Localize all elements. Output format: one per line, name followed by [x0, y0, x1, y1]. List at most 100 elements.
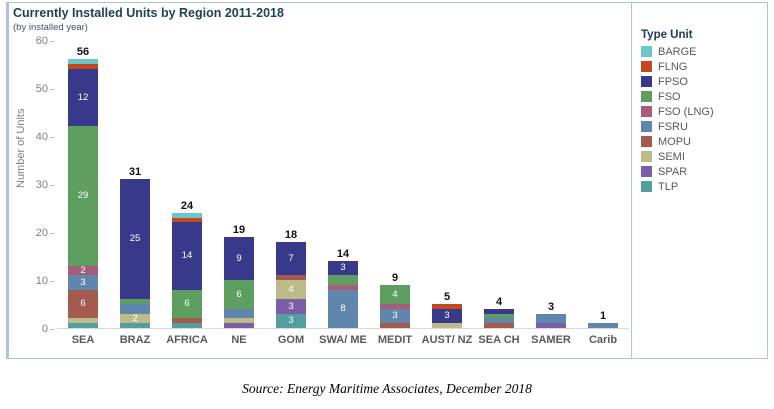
- legend-item-flng: FLNG: [641, 59, 766, 74]
- legend-item-barge: BARGE: [641, 44, 766, 59]
- bar-segment-fso-lng-: 2: [68, 265, 98, 276]
- bar-segment-fpso: 12: [68, 68, 98, 127]
- legend: Type Unit BARGE FLNG FPSO FSO FSO (LNG) FSRU M…: [641, 29, 766, 194]
- bar-segment-fsru: 3: [68, 275, 98, 290]
- y-axis-title: Number of Units: [15, 108, 27, 188]
- legend-title: Type Unit: [641, 29, 693, 41]
- x-category-label: AFRICA: [166, 334, 208, 346]
- bar-segment-flng: [172, 217, 202, 223]
- bar-segment-fso: [484, 313, 514, 319]
- bar-segment-flng: [432, 304, 462, 309]
- segment-value-label: 7: [288, 252, 294, 264]
- bar-segment-fso-lng-: [328, 284, 358, 290]
- legend-label: SPAR: [658, 165, 688, 178]
- plot-area: 56 6 3 2 29 12 31 2 25 24 6 14 19 6 9 18 3 3 4 7 14 8 3 9 3 4 5 3 4 3…: [36, 35, 629, 335]
- bar-segment-fso: 6: [224, 280, 254, 309]
- legend-swatch-icon: [641, 61, 652, 72]
- legend-label: SEMI: [658, 150, 685, 163]
- stacked-bar: 6 3 2 29 12: [68, 59, 98, 328]
- bar-segment-fso: [328, 275, 358, 285]
- bar-segment-mopu: 6: [68, 289, 98, 319]
- bar-segment-semi: [68, 318, 98, 324]
- x-category-label: SEA CH: [478, 334, 520, 346]
- bar-total-label: 1: [599, 310, 607, 323]
- bar-segment-mopu: [172, 318, 202, 324]
- bar-segment-fpso: [484, 308, 514, 314]
- bar-segment-fso: 29: [68, 126, 98, 266]
- bar-total-label: 9: [391, 271, 399, 284]
- bar-total-label: 4: [495, 295, 503, 308]
- stacked-bar: 2 25: [120, 179, 150, 328]
- bar-segment-tlp: [68, 323, 98, 328]
- source-citation: Source: Energy Maritime Associates, Dece…: [242, 381, 532, 396]
- bar-segment-semi: [432, 323, 462, 328]
- bar-segment-fso: 6: [172, 289, 202, 319]
- x-category-label: MEDIT: [377, 334, 413, 346]
- bar-segment-semi: 4: [276, 280, 306, 300]
- stacked-bar: 3 3 4 7: [276, 241, 306, 328]
- segment-value-label: 12: [77, 91, 89, 103]
- x-category-label: SAMER: [531, 334, 571, 346]
- legend-swatch-icon: [641, 46, 652, 57]
- bar-segment-barge: [172, 212, 202, 218]
- bar-column-samer: 3: [525, 40, 577, 328]
- legend-item-fsru: FSRU: [641, 119, 766, 134]
- legend-item-tlp: TLP: [641, 179, 766, 194]
- bar-segment-fsru: [224, 308, 254, 319]
- segment-value-label: 6: [80, 298, 86, 310]
- bar-column-ne: 19 6 9: [213, 40, 265, 328]
- bar-column-sea-ch: 4: [473, 40, 525, 328]
- y-tick-label: 20: [35, 227, 48, 239]
- bar-total-label: 18: [284, 228, 298, 241]
- bar-column-sea: 56 6 3 2 29 12: [57, 40, 109, 328]
- stacked-bar: 3: [432, 304, 462, 328]
- bar-segment-fpso: 14: [172, 222, 202, 290]
- segment-value-label: 4: [392, 288, 398, 300]
- bar-segment-tlp: [120, 323, 150, 328]
- bar-column-gom: 18 3 3 4 7: [265, 40, 317, 328]
- x-category-label: GOM: [277, 334, 305, 346]
- bar-segment-fpso: 7: [276, 241, 306, 276]
- legend-label: TLP: [658, 180, 679, 193]
- y-tick-label: 30: [35, 179, 48, 191]
- legend-label: FSRU: [658, 120, 688, 133]
- x-category-label: AUST/ NZ: [421, 334, 473, 346]
- segment-value-label: 3: [340, 262, 346, 274]
- segment-value-label: 3: [392, 310, 398, 322]
- bar-segment-fpso: 9: [224, 236, 254, 281]
- bar-segment-fso: 4: [380, 284, 410, 305]
- bar-segment-tlp: 3: [276, 313, 306, 328]
- segment-value-label: 2: [132, 313, 138, 324]
- legend-swatch-icon: [641, 106, 652, 117]
- legend-item-fso: FSO: [641, 89, 766, 104]
- y-tick-mark: [50, 88, 55, 90]
- y-tick-label: 50: [35, 83, 48, 95]
- bar-column-carib: 1: [577, 40, 629, 328]
- legend-item-fso-lng-: FSO (LNG): [641, 104, 766, 119]
- legend-label: MOPU: [658, 135, 691, 148]
- segment-value-label: 14: [181, 250, 193, 262]
- x-category-label: BRAZ: [119, 334, 151, 346]
- bar-segment-fpso: 3: [432, 308, 462, 324]
- bar-total-label: 14: [336, 247, 350, 260]
- legend-item-mopu: MOPU: [641, 134, 766, 149]
- segment-value-label: 3: [288, 315, 294, 327]
- legend-separator: [631, 3, 632, 358]
- y-tick-mark: [50, 184, 55, 186]
- chart-title: Currently Installed Units by Region 2011…: [13, 6, 284, 20]
- y-tick-label: 60: [35, 35, 48, 47]
- bar-segment-fsru: 3: [380, 308, 410, 324]
- stacked-bar: 6 14: [172, 212, 202, 328]
- bar-segment-fpso: 25: [120, 179, 150, 300]
- segment-value-label: 6: [236, 288, 242, 300]
- legend-swatch-icon: [641, 181, 652, 192]
- legend-item-fpso: FPSO: [641, 74, 766, 89]
- segment-value-label: 25: [129, 233, 141, 245]
- bar-segment-mopu: [276, 275, 306, 281]
